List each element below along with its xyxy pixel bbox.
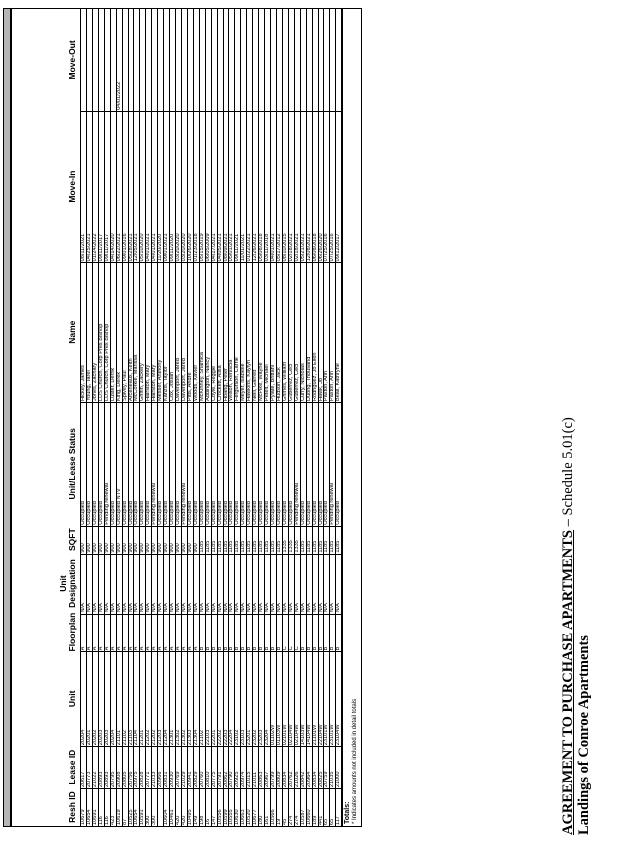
header-resh-id: Resh ID — [67, 791, 77, 823]
schedule-label: – Schedule 5.01(c) — [560, 417, 576, 531]
header-move-out: Move-Out — [67, 40, 77, 80]
header-sqft: SQFT — [67, 528, 77, 551]
header-move-in: Move-In — [67, 170, 77, 203]
header-unit-designation: Unit Designation — [58, 559, 77, 608]
rent-roll-table: Resh ID Lease ID Unit Floorplan Unit Des… — [11, 8, 363, 827]
totals-label: Totals: — [344, 801, 352, 824]
property-name: Landings of Conroe Apartments — [576, 635, 592, 835]
header-floorplan: Floorplan — [67, 612, 77, 652]
document-heading: AGREEMENT TO PURCHASE APARTMENTS – Sched… — [560, 235, 593, 835]
header-band — [3, 8, 11, 827]
agreement-title: AGREEMENT TO PURCHASE APARTMENTS — [560, 530, 576, 835]
header-name: Name — [67, 320, 77, 344]
header-lease-id: Lease ID — [67, 749, 77, 785]
title-line: AGREEMENT TO PURCHASE APARTMENTS – Sched… — [560, 235, 576, 835]
header-unit: Unit — [67, 690, 77, 708]
header-status: Unit/Lease Status — [67, 428, 77, 500]
footnote: * Indicates amounts not included in deta… — [352, 698, 359, 824]
table-header: Resh ID Lease ID Unit Floorplan Unit Des… — [12, 9, 81, 826]
table-footer: Totals: * Indicates amounts not included… — [342, 9, 362, 826]
